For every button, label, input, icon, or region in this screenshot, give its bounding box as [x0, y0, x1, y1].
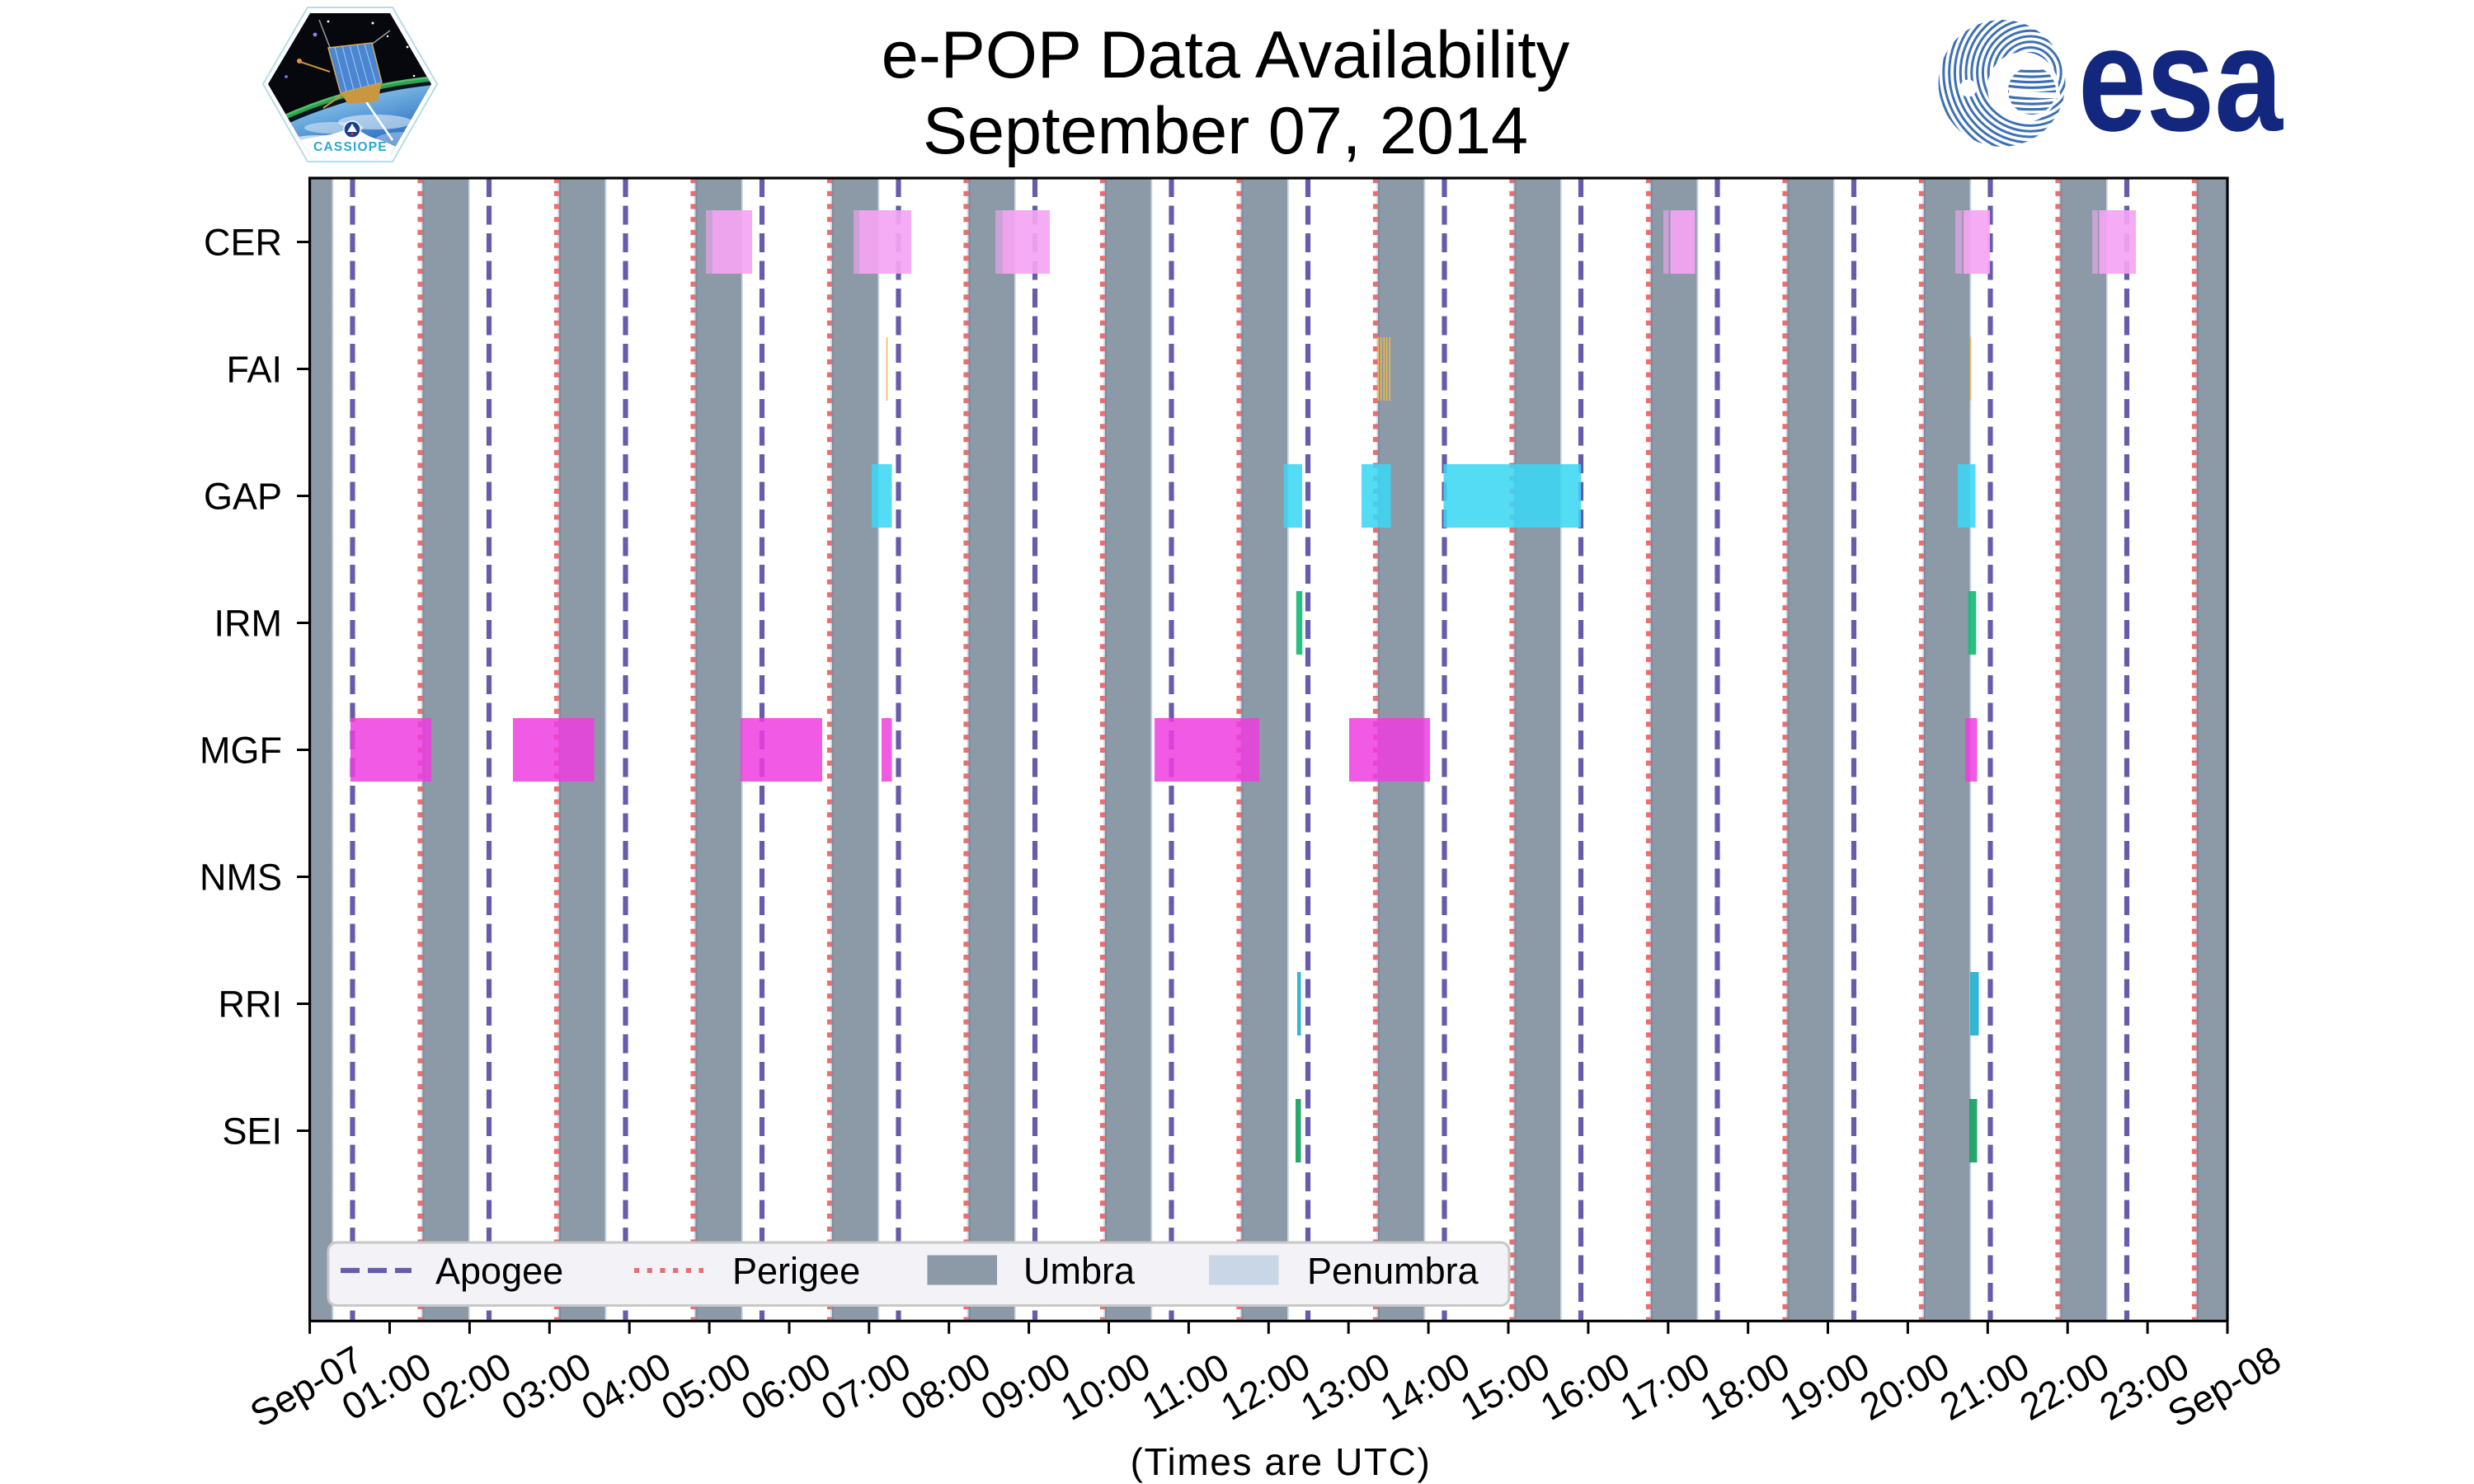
svg-text:(Times are UTC): (Times are UTC) [1131, 1440, 1432, 1483]
svg-text:RRI: RRI [219, 984, 283, 1026]
svg-text:FAI: FAI [226, 349, 282, 391]
svg-text:Umbra: Umbra [1023, 1250, 1136, 1292]
svg-text:NMS: NMS [200, 857, 282, 899]
svg-text:IRM: IRM [214, 603, 283, 645]
svg-text:e-POP Data Availability: e-POP Data Availability [882, 18, 1570, 92]
svg-text:Apogee: Apogee [435, 1250, 563, 1292]
svg-text:September 07, 2014: September 07, 2014 [923, 94, 1528, 168]
svg-text:GAP: GAP [204, 476, 282, 518]
svg-text:CER: CER [204, 222, 282, 264]
svg-text:MGF: MGF [200, 730, 282, 772]
svg-text:esa: esa [2078, 0, 2284, 162]
svg-text:Penumbra: Penumbra [1307, 1250, 1479, 1292]
svg-text:SEI: SEI [222, 1111, 282, 1153]
svg-text:CASSIOPE: CASSIOPE [313, 140, 388, 154]
svg-text:Perigee: Perigee [732, 1250, 860, 1292]
